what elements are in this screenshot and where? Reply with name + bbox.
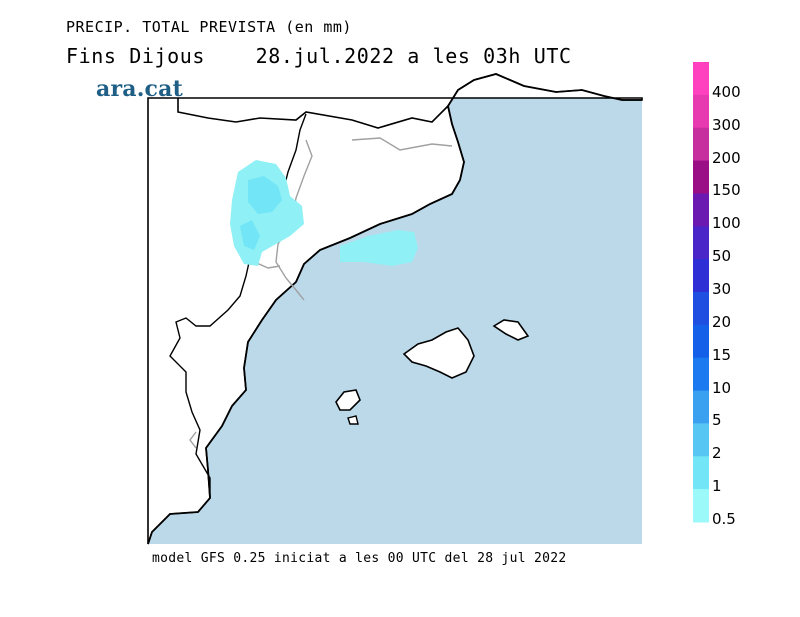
coastline — [147, 73, 642, 545]
legend-label: 200 — [712, 148, 741, 167]
legend-label: 15 — [712, 345, 732, 364]
legend-swatch — [693, 292, 709, 326]
legend-swatch — [693, 193, 709, 227]
legend-label: 100 — [712, 214, 741, 233]
island-mallorca — [402, 327, 475, 379]
legend-swatch — [693, 390, 709, 424]
island-ibiza — [335, 389, 361, 411]
legend-swatch — [693, 456, 709, 490]
legend-label: 30 — [712, 280, 732, 298]
legend-label: 5 — [712, 411, 722, 430]
legend-swatch — [693, 127, 709, 162]
precip-area — [340, 230, 418, 266]
legend-label: 10 — [712, 378, 732, 397]
legend-swatch — [693, 324, 709, 359]
legend-swatch — [693, 423, 709, 457]
map-subtitle: Fins Dijous 28.jul.2022 a les 03h UTC — [66, 44, 572, 68]
legend-label: 300 — [712, 115, 741, 134]
precip-area — [248, 176, 282, 214]
legend-label: 400 — [712, 82, 741, 101]
region-border — [189, 431, 197, 449]
legend-label: 1 — [712, 477, 722, 496]
island-formentera — [347, 415, 359, 425]
legend-swatch — [693, 62, 709, 96]
legend-swatch — [693, 226, 709, 260]
map-title: PRECIP. TOTAL PREVISTA (en mm) — [66, 18, 352, 36]
brand-logo: ara.cat — [96, 76, 183, 102]
legend-label: 0.5 — [712, 510, 736, 528]
legend-label: 2 — [712, 444, 722, 463]
legend-swatch — [693, 489, 709, 523]
legend-label: 50 — [712, 247, 732, 266]
model-caption: model GFS 0.25 iniciat a les 00 UTC del … — [152, 551, 567, 566]
legend-label: 20 — [712, 312, 732, 331]
legend-swatch — [693, 94, 709, 129]
region-border — [351, 137, 453, 151]
island-menorca — [492, 319, 530, 341]
legend-swatch — [693, 160, 709, 194]
precip-area — [240, 220, 260, 250]
legend-swatch — [693, 357, 709, 392]
legend-swatch — [693, 259, 709, 293]
legend-label: 150 — [712, 181, 741, 200]
